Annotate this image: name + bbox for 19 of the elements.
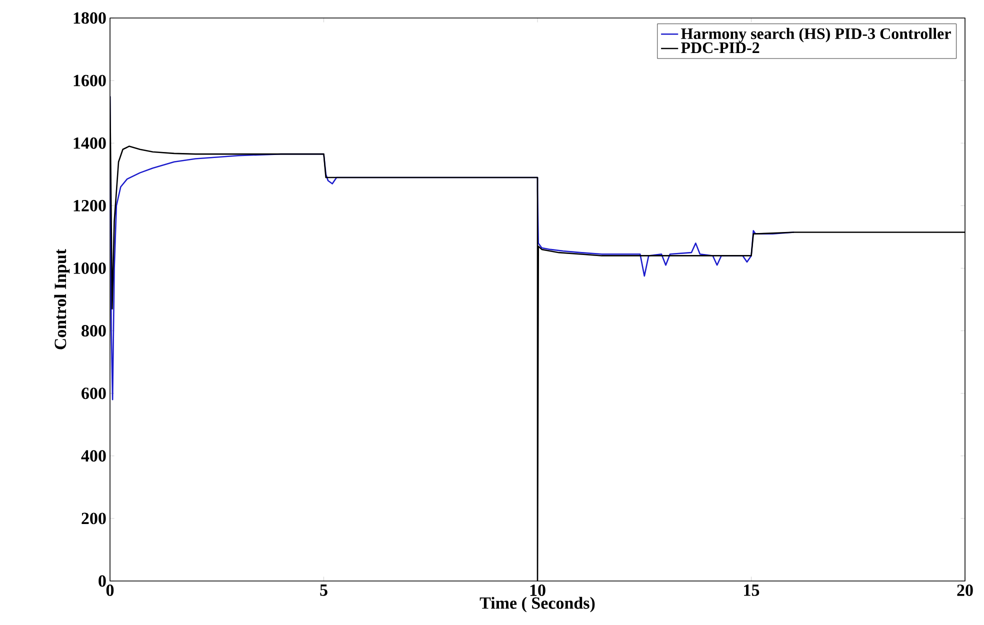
legend-label: Harmony search (HS) PID-3 Controller xyxy=(681,28,951,42)
y-tick-label: 400 xyxy=(81,450,106,462)
y-tick-label: 0 xyxy=(98,575,106,587)
x-tick-label: 15 xyxy=(744,584,760,596)
y-tick-label: 800 xyxy=(82,325,106,337)
x-tick-label: 0 xyxy=(106,584,114,596)
y-tick-label: 200 xyxy=(82,512,106,524)
y-tick-label: 1600 xyxy=(74,74,106,86)
y-axis-title: Control Input xyxy=(54,248,70,350)
y-tick-label: 600 xyxy=(82,388,106,400)
x-tick-label: 20 xyxy=(957,584,973,596)
x-axis-title: Time ( Seconds) xyxy=(480,596,595,612)
y-tick-label: 1400 xyxy=(74,137,106,149)
x-tick-label: 5 xyxy=(320,584,328,596)
legend-label: PDC-PID-2 xyxy=(681,42,760,54)
y-tick-label: 1000 xyxy=(74,262,106,274)
y-tick-label: 1200 xyxy=(74,200,106,212)
x-tick-label: 10 xyxy=(530,584,546,596)
y-tick-label: 1800 xyxy=(74,12,106,24)
